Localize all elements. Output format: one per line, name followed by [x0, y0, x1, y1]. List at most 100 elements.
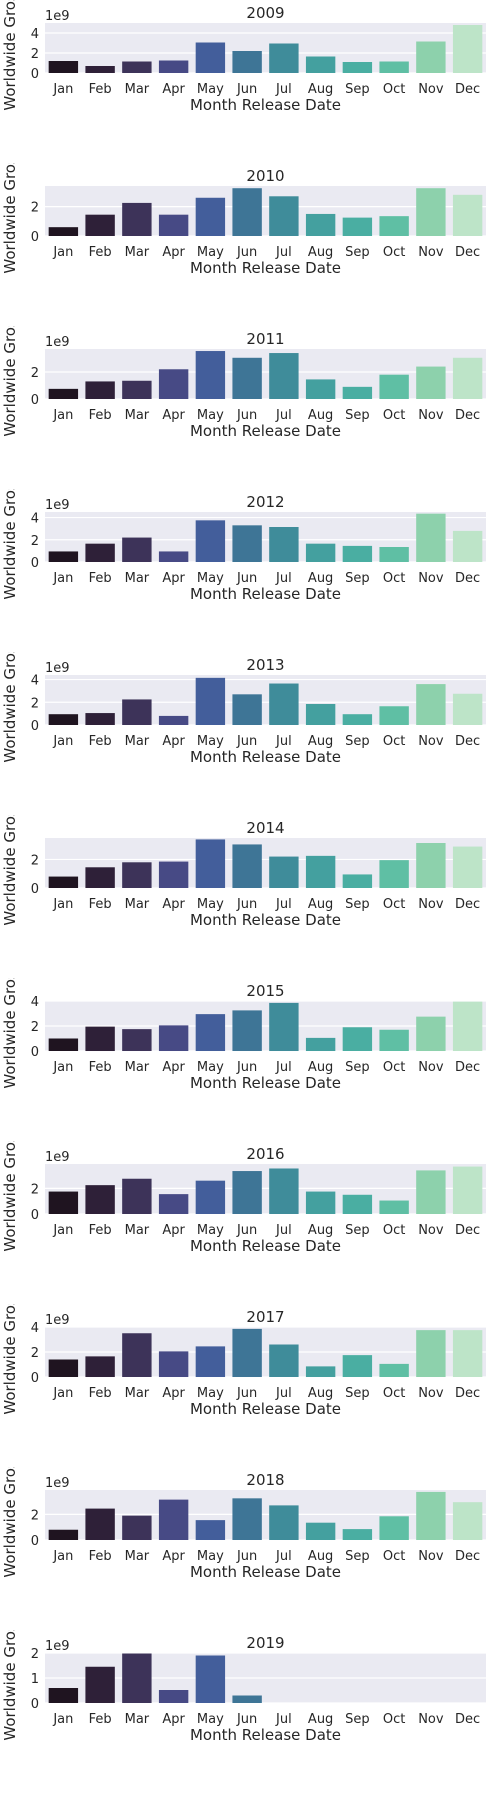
x-tick-label: Nov — [418, 1712, 444, 1727]
bar-may — [195, 520, 226, 562]
bar-mar — [122, 1515, 152, 1540]
bar-nov — [416, 366, 446, 399]
bar-jan — [48, 1038, 79, 1051]
plot-area — [45, 1164, 486, 1214]
x-axis-label: Month Release Date — [190, 1563, 341, 1581]
bar-sep — [342, 1027, 373, 1051]
bar-jul — [269, 856, 299, 888]
axis-offset-text: 1e9 — [45, 9, 70, 24]
x-tick-label: Aug — [308, 734, 333, 749]
x-tick-label: Aug — [308, 408, 333, 423]
bar-dec — [452, 194, 483, 236]
bar-apr — [158, 1690, 189, 1703]
bar-nov — [416, 1330, 446, 1378]
bar-jul — [269, 1344, 299, 1377]
bar-apr — [158, 1194, 189, 1214]
bar-aug — [305, 379, 336, 399]
y-axis-label: Worldwide Gross — [1, 1467, 19, 1578]
plot-area — [45, 838, 486, 888]
x-tick-label: Jul — [275, 1223, 292, 1238]
x-tick-label: Nov — [418, 245, 444, 260]
x-tick-label: May — [197, 1712, 224, 1727]
y-axis-label: Worldwide Gross — [1, 1141, 19, 1252]
bar-oct — [379, 374, 409, 399]
bar-feb — [85, 1666, 115, 1703]
x-tick-label: Apr — [162, 1060, 185, 1075]
x-tick-label: May — [197, 82, 224, 97]
x-tick-label: Sep — [345, 1223, 370, 1238]
y-axis-label: Worldwide Gross — [1, 163, 19, 274]
bar-jun — [232, 1328, 262, 1378]
x-tick-label: Jul — [275, 1549, 292, 1564]
bar-aug — [305, 1191, 336, 1214]
bar-oct — [379, 706, 409, 725]
x-tick-label: Mar — [125, 245, 150, 260]
x-tick-label: Jul — [275, 245, 292, 260]
bar-dec — [452, 693, 483, 725]
x-tick-label: Oct — [383, 571, 405, 586]
y-tick-label: 0 — [31, 1697, 39, 1712]
x-tick-label: Mar — [125, 1712, 150, 1727]
bar-may — [195, 1655, 226, 1703]
bar-apr — [158, 1351, 189, 1378]
axis-offset-text: 1e9 — [45, 498, 70, 513]
axis-offset-text: 1e9 — [45, 1150, 70, 1165]
chart-title: 2011 — [246, 330, 284, 348]
x-tick-label: Sep — [345, 1549, 370, 1564]
plot-area — [45, 1490, 486, 1540]
bar-dec — [452, 846, 483, 888]
x-axis-label: Month Release Date — [190, 1726, 341, 1744]
y-tick-label: 0 — [31, 1208, 39, 1223]
x-tick-label: Oct — [383, 1386, 405, 1401]
y-tick-label: 2 — [31, 366, 39, 381]
bar-jan — [48, 227, 79, 236]
chart-title: 2016 — [246, 1145, 284, 1163]
x-tick-label: Jun — [236, 1386, 257, 1401]
y-axis-label: Worldwide Gross — [1, 652, 19, 763]
x-tick-label: Jul — [275, 1060, 292, 1075]
x-tick-label: Dec — [455, 571, 480, 586]
x-tick-label: Feb — [89, 1712, 112, 1727]
x-tick-label: Dec — [455, 897, 480, 912]
bar-sep — [342, 874, 373, 888]
x-tick-label: Jan — [52, 82, 73, 97]
bar-feb — [85, 1508, 115, 1540]
x-axis-label: Month Release Date — [190, 1074, 341, 1092]
chart-title: 2010 — [246, 167, 284, 185]
x-tick-label: Aug — [308, 897, 333, 912]
x-tick-label: Jun — [236, 1549, 257, 1564]
bar-oct — [379, 860, 409, 888]
bar-jun — [232, 188, 262, 236]
x-tick-label: Aug — [308, 245, 333, 260]
x-tick-label: Dec — [455, 82, 480, 97]
x-tick-label: Sep — [345, 897, 370, 912]
x-tick-label: May — [197, 571, 224, 586]
bar-nov — [416, 684, 446, 725]
y-tick-label: 2 — [31, 1647, 39, 1662]
x-tick-label: Nov — [418, 571, 444, 586]
bar-jan — [48, 876, 79, 888]
y-tick-label: 0 — [31, 230, 39, 245]
bar-feb — [85, 1356, 115, 1378]
x-tick-label: Oct — [383, 897, 405, 912]
x-tick-label: May — [197, 734, 224, 749]
x-tick-label: Mar — [125, 897, 150, 912]
bar-jan — [48, 551, 79, 562]
bar-jul — [269, 527, 299, 562]
y-axis-label: Worldwide Gross — [1, 489, 19, 600]
x-tick-label: Jul — [275, 1386, 292, 1401]
bar-jun — [232, 1171, 262, 1214]
bar-feb — [85, 713, 115, 725]
bar-nov — [416, 1170, 446, 1214]
bar-jun — [232, 51, 262, 73]
chart-2009: 0 2 4 Jan Feb Mar Apr May Jun Jul Aug Sep Oct Nov Dec 2… — [1, 0, 486, 114]
x-tick-label: Sep — [345, 1386, 370, 1401]
x-tick-label: May — [197, 245, 224, 260]
x-tick-label: Jun — [236, 897, 257, 912]
plot-area — [45, 512, 486, 562]
bar-jun — [232, 1695, 262, 1703]
x-tick-label: Aug — [308, 571, 333, 586]
x-tick-label: Apr — [162, 734, 185, 749]
x-tick-label: Oct — [383, 245, 405, 260]
bar-jul — [269, 353, 299, 399]
